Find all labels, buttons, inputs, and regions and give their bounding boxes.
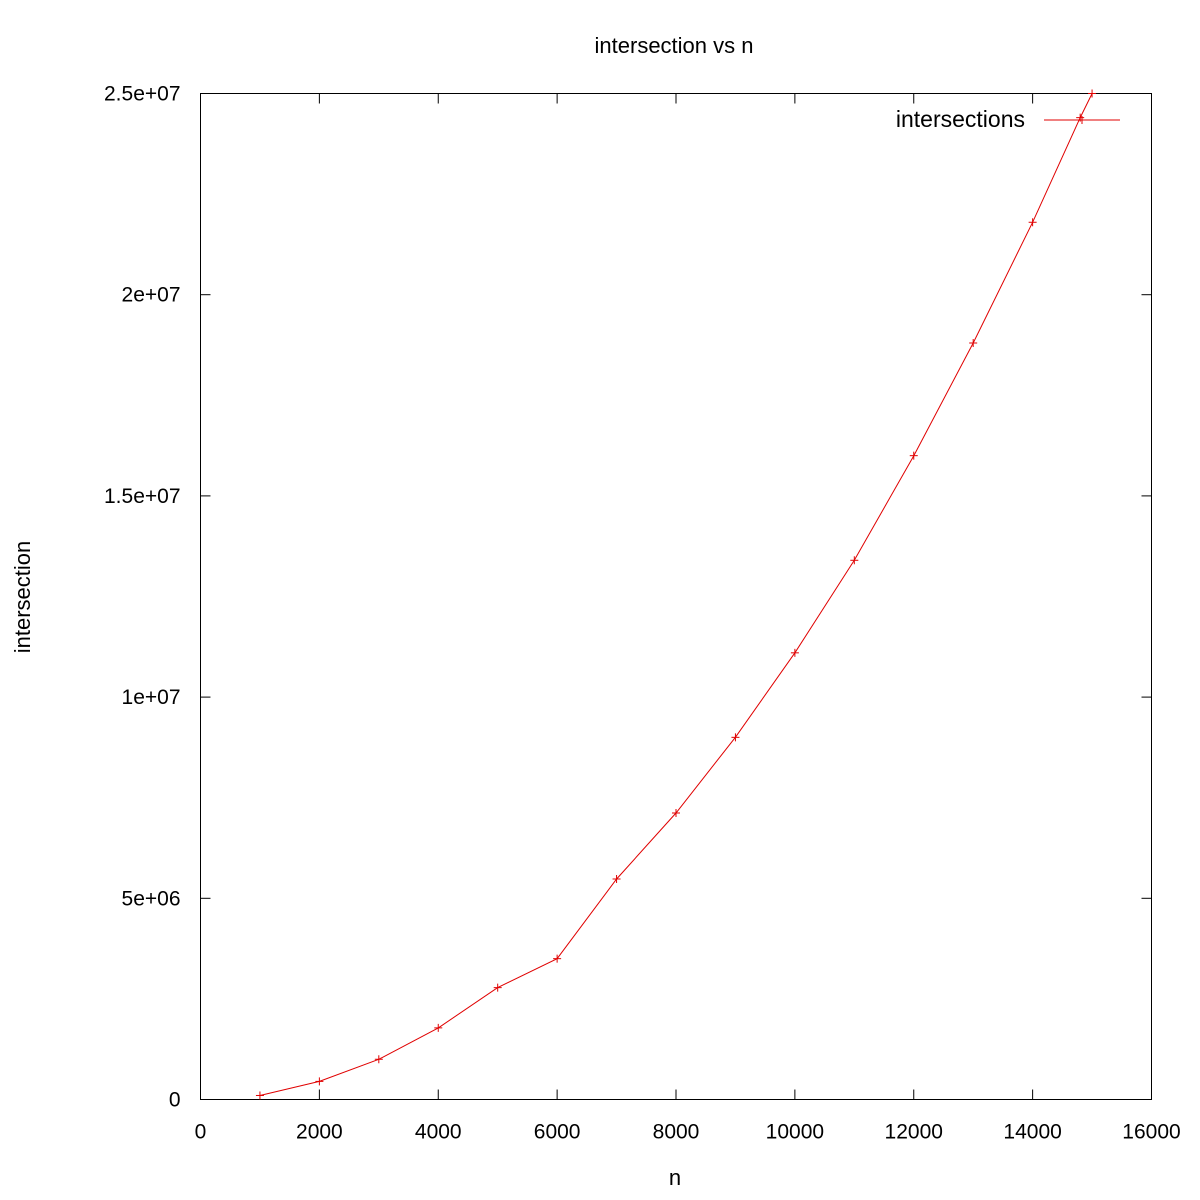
data-point <box>553 954 562 963</box>
x-tick-label: 14000 <box>1003 1121 1061 1144</box>
x-tick-label: 8000 <box>653 1121 700 1144</box>
data-point <box>672 808 680 817</box>
x-tick-label: 2000 <box>296 1121 343 1144</box>
y-axis: 0 5e+06 1e+07 1.5e+07 2e+07 2.5e+07 <box>104 83 1152 1112</box>
x-tick-label: 10000 <box>766 1121 824 1144</box>
data-point <box>255 1091 264 1100</box>
data-point <box>374 1055 383 1064</box>
data-point <box>315 1077 324 1086</box>
series-line-intersections <box>259 93 1093 1096</box>
x-axis-label: n <box>669 1165 681 1190</box>
legend-marker-intersections <box>1078 116 1086 124</box>
plot-frame <box>200 93 1152 1100</box>
data-point <box>969 338 978 347</box>
y-tick-label: 1e+07 <box>122 686 181 709</box>
data-point <box>1028 218 1037 227</box>
data-point <box>909 451 918 460</box>
x-tick-label: 6000 <box>534 1121 581 1144</box>
y-tick-label: 0 <box>169 1089 181 1112</box>
data-point <box>1088 89 1097 98</box>
x-tick-label: 12000 <box>885 1121 943 1144</box>
x-tick-label: 4000 <box>415 1121 462 1144</box>
data-point <box>612 874 621 883</box>
y-tick-label: 1.5e+07 <box>104 485 181 508</box>
y-axis-label: intersection <box>10 541 35 654</box>
data-point <box>493 983 502 992</box>
y-tick-label: 2.5e+07 <box>104 83 181 106</box>
chart-title: intersection vs n <box>595 33 754 58</box>
data-point <box>850 556 859 565</box>
data-point <box>731 733 740 742</box>
y-tick-label: 5e+06 <box>122 887 181 910</box>
x-tick-label: 16000 <box>1122 1121 1180 1144</box>
x-axis: 0 2000 4000 6000 8000 10000 12000 14000 16000 <box>195 93 1181 1144</box>
y-tick-label: 2e+07 <box>122 284 181 307</box>
data-point <box>434 1023 443 1032</box>
series-layer <box>255 89 1097 1100</box>
legend-label-intersections: intersections <box>896 106 1025 132</box>
legend: intersections <box>896 106 1120 132</box>
data-point <box>790 648 799 657</box>
x-tick-label: 0 <box>195 1121 207 1144</box>
